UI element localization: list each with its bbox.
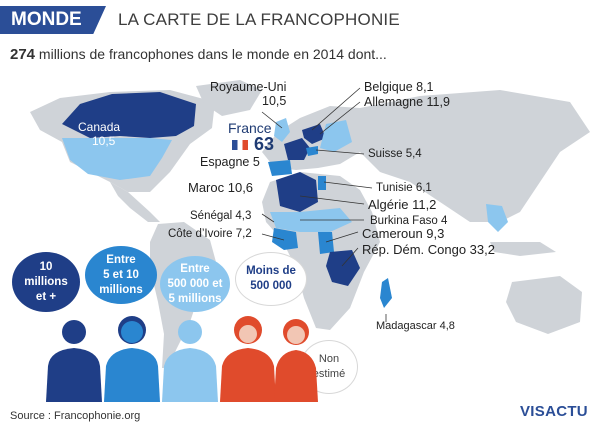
label-france-value: 63 (254, 134, 275, 154)
map-canada (62, 92, 196, 138)
source-text: Source : Francophonie.org (10, 410, 141, 422)
label-rdc: Rép. Dém. Congo 33,2 (362, 242, 495, 257)
legend-b4-line2: 500 000 (250, 280, 292, 292)
map-madagascar (380, 278, 392, 308)
leader-cameroon (325, 231, 359, 243)
leader-senegal (261, 213, 275, 223)
label-belgique: Belgique 8,1 (364, 80, 434, 94)
leader-uk (261, 111, 283, 129)
legend-bubble-5-10m: Entre 5 et 10 millions (85, 246, 157, 304)
legend-b1-line2: millions (24, 275, 68, 288)
legend-b5-line2: estimé (312, 368, 346, 380)
map-australia (506, 276, 582, 334)
world-map (30, 80, 590, 368)
leader-switzerland (315, 149, 365, 155)
map-greenland (196, 80, 262, 116)
legend-b3-line3: 5 millions (168, 292, 222, 305)
person-dark-blue-icon (46, 320, 102, 402)
map-indonesia (490, 242, 556, 256)
legend-b3-line1: Entre (180, 262, 210, 275)
legend-b3-line2: 500 000 et (167, 277, 223, 290)
leader-belgium (311, 87, 361, 131)
legend-b2-line2: 5 et 10 (103, 268, 139, 281)
legend-bubble-10m-plus: 10 millions et + (12, 252, 80, 312)
legend-b1-line1: 10 (39, 260, 53, 273)
map-west-africa (272, 228, 298, 250)
label-allemagne: Allemagne 11,9 (364, 95, 450, 109)
legend-b1-line3: et + (35, 290, 57, 303)
map-maghreb (276, 172, 318, 212)
label-uk: Royaume-Uni (210, 80, 287, 94)
label-espagne: Espagne 5 (200, 155, 260, 169)
label-maroc: Maroc 10,6 (188, 180, 254, 195)
map-spain (268, 160, 292, 176)
person-light-blue-icon (162, 320, 218, 402)
label-cotedivoire: Côte d’Ivoire 7,2 (168, 228, 252, 240)
subtitle-number: 274 (10, 46, 36, 63)
subtitle: 274 millions de francophones dans le mon… (10, 46, 387, 63)
person-red-2-icon (274, 319, 318, 402)
map-cameroon (318, 232, 334, 254)
page-title: LA CARTE DE LA FRANCOPHONIE (118, 10, 400, 29)
header: MONDE LA CARTE DE LA FRANCOPHONIE (0, 0, 600, 38)
subtitle-text: millions de francophones dans le monde e… (35, 46, 387, 62)
person-red-icon (220, 316, 276, 402)
person-medium-blue-icon (104, 316, 160, 402)
visactu-logo: VISACTU (520, 403, 588, 420)
map-usa (62, 138, 172, 180)
map-drc (326, 250, 360, 286)
leader-cotedivoire (261, 233, 285, 241)
map-france (284, 138, 310, 160)
section-tag: MONDE (0, 6, 106, 34)
label-burkina: Burkina Faso 4 (370, 215, 448, 227)
legend-b2-line1: Entre (106, 253, 136, 266)
label-suisse: Suisse 5,4 (368, 148, 422, 160)
label-france: France (228, 120, 272, 136)
legend-b2-line3: millions (99, 283, 143, 296)
map-uk (274, 118, 290, 142)
label-uk-value: 10,5 (262, 94, 287, 108)
legend-bubble-under-500k: Moins de 500 000 (235, 252, 307, 306)
leader-germany (319, 101, 361, 135)
label-tunisie: Tunisie 6,1 (376, 182, 432, 194)
people-illustration (46, 316, 318, 402)
label-senegal: Sénégal 4,3 (190, 210, 252, 222)
label-canada-value: 10,5 (92, 134, 116, 148)
map-central-america (110, 182, 160, 222)
label-cameroun: Cameroun 9,3 (362, 226, 445, 241)
leader-tunisia (323, 181, 373, 189)
map-belgium-germany (302, 124, 326, 144)
leader-algeria (299, 195, 365, 205)
leader-rdc (341, 247, 359, 267)
map-asia (360, 90, 590, 222)
legend-b4-line1: Moins de (246, 265, 296, 277)
france-flag-icon (232, 140, 248, 150)
map-southeast-asia (486, 204, 508, 232)
label-algerie: Algérie 11,2 (368, 197, 437, 212)
legend-b5-line1: Non (318, 353, 340, 365)
map-tunisia (318, 176, 326, 190)
legend-bubble-500k-5m: Entre 500 000 et 5 millions (160, 256, 230, 312)
map-switzerland (306, 146, 318, 156)
label-madagascar: Madagascar 4,8 (376, 320, 455, 332)
label-canada: Canada (78, 120, 121, 134)
